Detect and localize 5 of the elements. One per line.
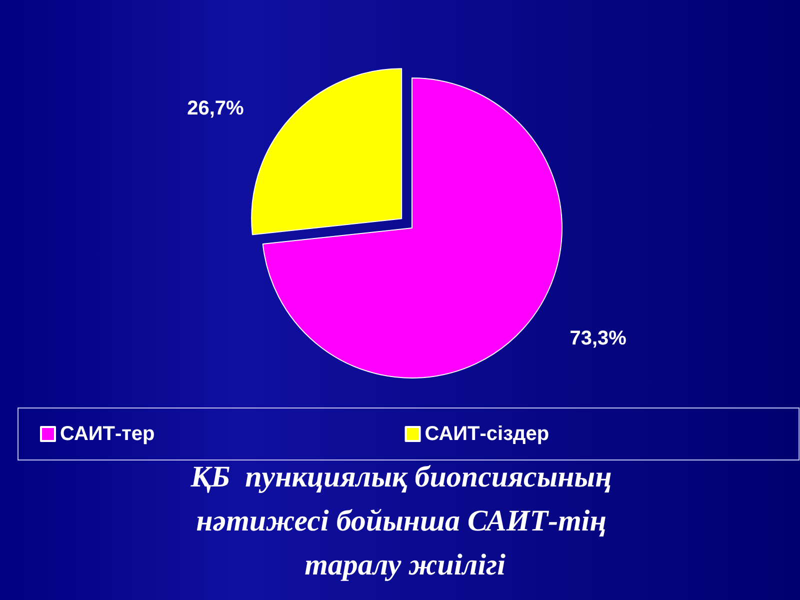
- legend-label: САИТ-сіздер: [424, 423, 550, 445]
- data-label: 26,7%: [187, 97, 244, 120]
- data-label: 73,3%: [570, 327, 627, 350]
- text: ҚБ пункциялық биопсиясының нәтижесі бойынша САИТ-тің таралу жиілігі: [190, 460, 620, 582]
- legend-label: САИТ-тер: [60, 423, 155, 445]
